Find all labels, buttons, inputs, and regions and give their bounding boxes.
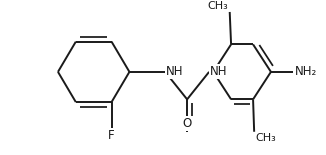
Text: NH: NH (166, 65, 183, 78)
Text: NH: NH (210, 65, 227, 78)
Text: CH₃: CH₃ (208, 1, 228, 11)
Text: F: F (108, 128, 115, 142)
Text: CH₃: CH₃ (255, 133, 276, 143)
Text: O: O (183, 117, 192, 130)
Text: NH₂: NH₂ (295, 65, 317, 78)
